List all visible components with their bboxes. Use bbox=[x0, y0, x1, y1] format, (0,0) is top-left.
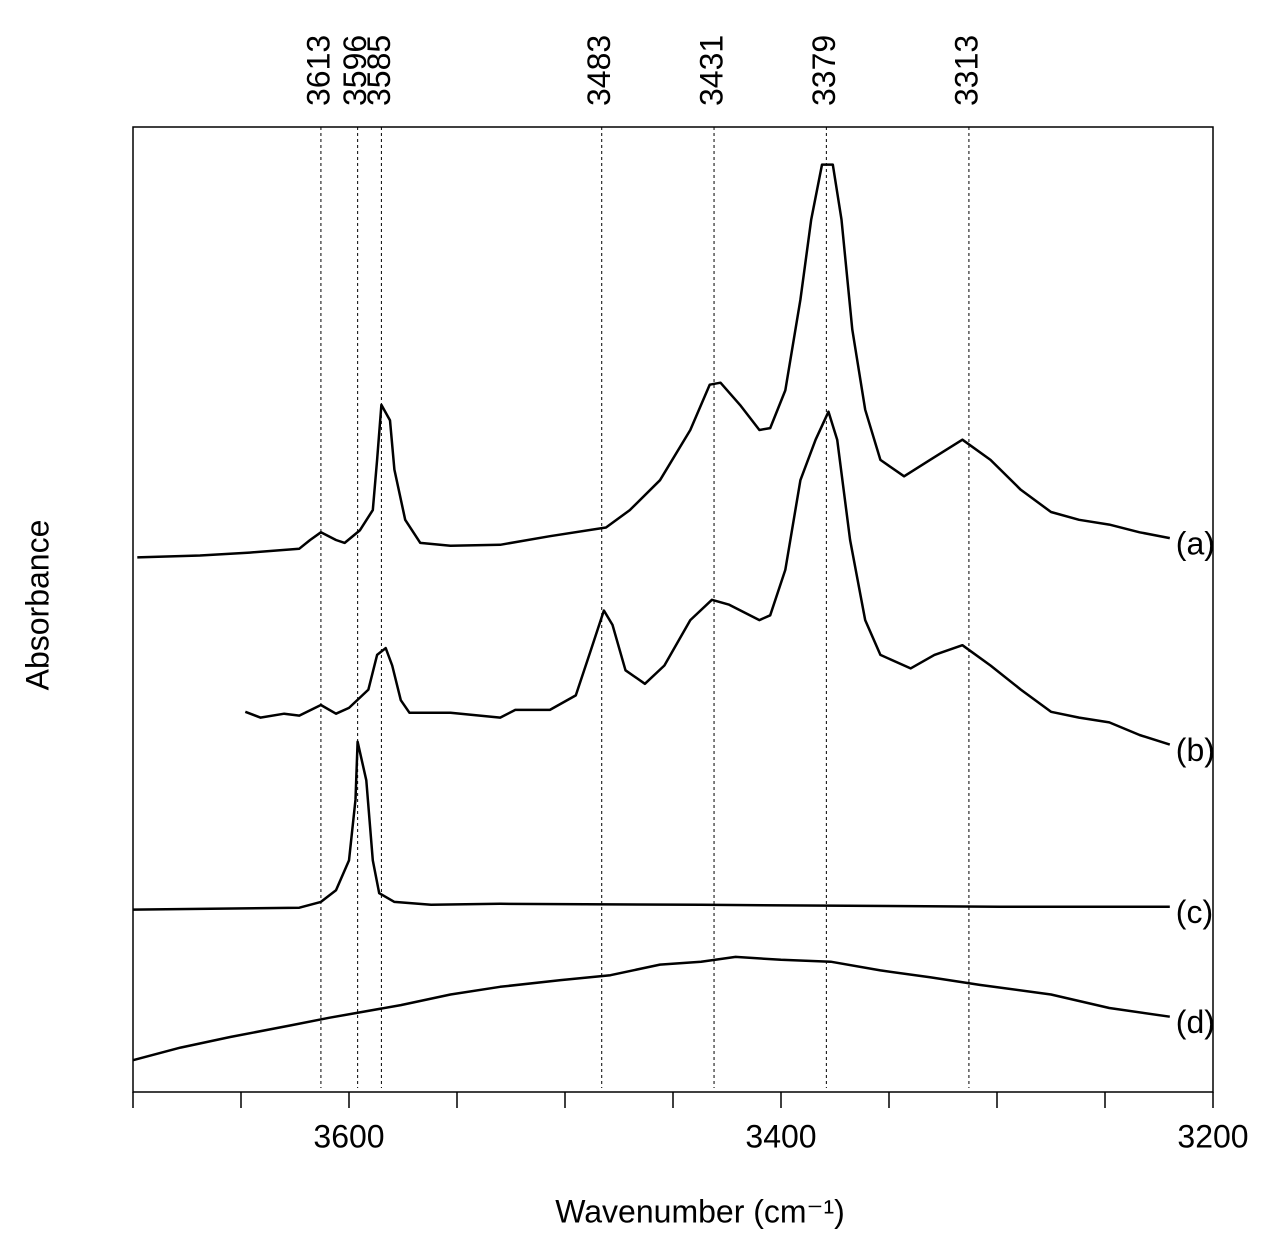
series-label: (c) bbox=[1176, 894, 1213, 930]
x-tick-label: 3200 bbox=[1177, 1118, 1248, 1154]
x-tick-label: 3400 bbox=[745, 1118, 816, 1154]
peak-label: 3431 bbox=[693, 35, 729, 106]
peak-label: 3483 bbox=[581, 35, 617, 106]
series-label: (b) bbox=[1176, 732, 1215, 768]
peak-label: 3585 bbox=[361, 35, 397, 106]
spectrum-line bbox=[132, 955, 1170, 1062]
y-axis-label: Absorbance bbox=[19, 520, 55, 691]
x-axis-label: Wavenumber (cm⁻¹) bbox=[555, 1193, 845, 1229]
spectrum-line bbox=[132, 740, 1170, 911]
plot-frame bbox=[132, 126, 1214, 1093]
peak-label: 3379 bbox=[806, 35, 842, 106]
spectrum-line bbox=[137, 163, 1171, 559]
spectrum-line bbox=[244, 410, 1171, 746]
series-label: (a) bbox=[1176, 526, 1215, 562]
peak-label: 3596 bbox=[337, 35, 373, 106]
peak-label: 3613 bbox=[300, 35, 336, 106]
series-label: (d) bbox=[1176, 1004, 1215, 1040]
x-tick-label: 3600 bbox=[313, 1118, 384, 1154]
peak-label: 3313 bbox=[948, 35, 984, 106]
